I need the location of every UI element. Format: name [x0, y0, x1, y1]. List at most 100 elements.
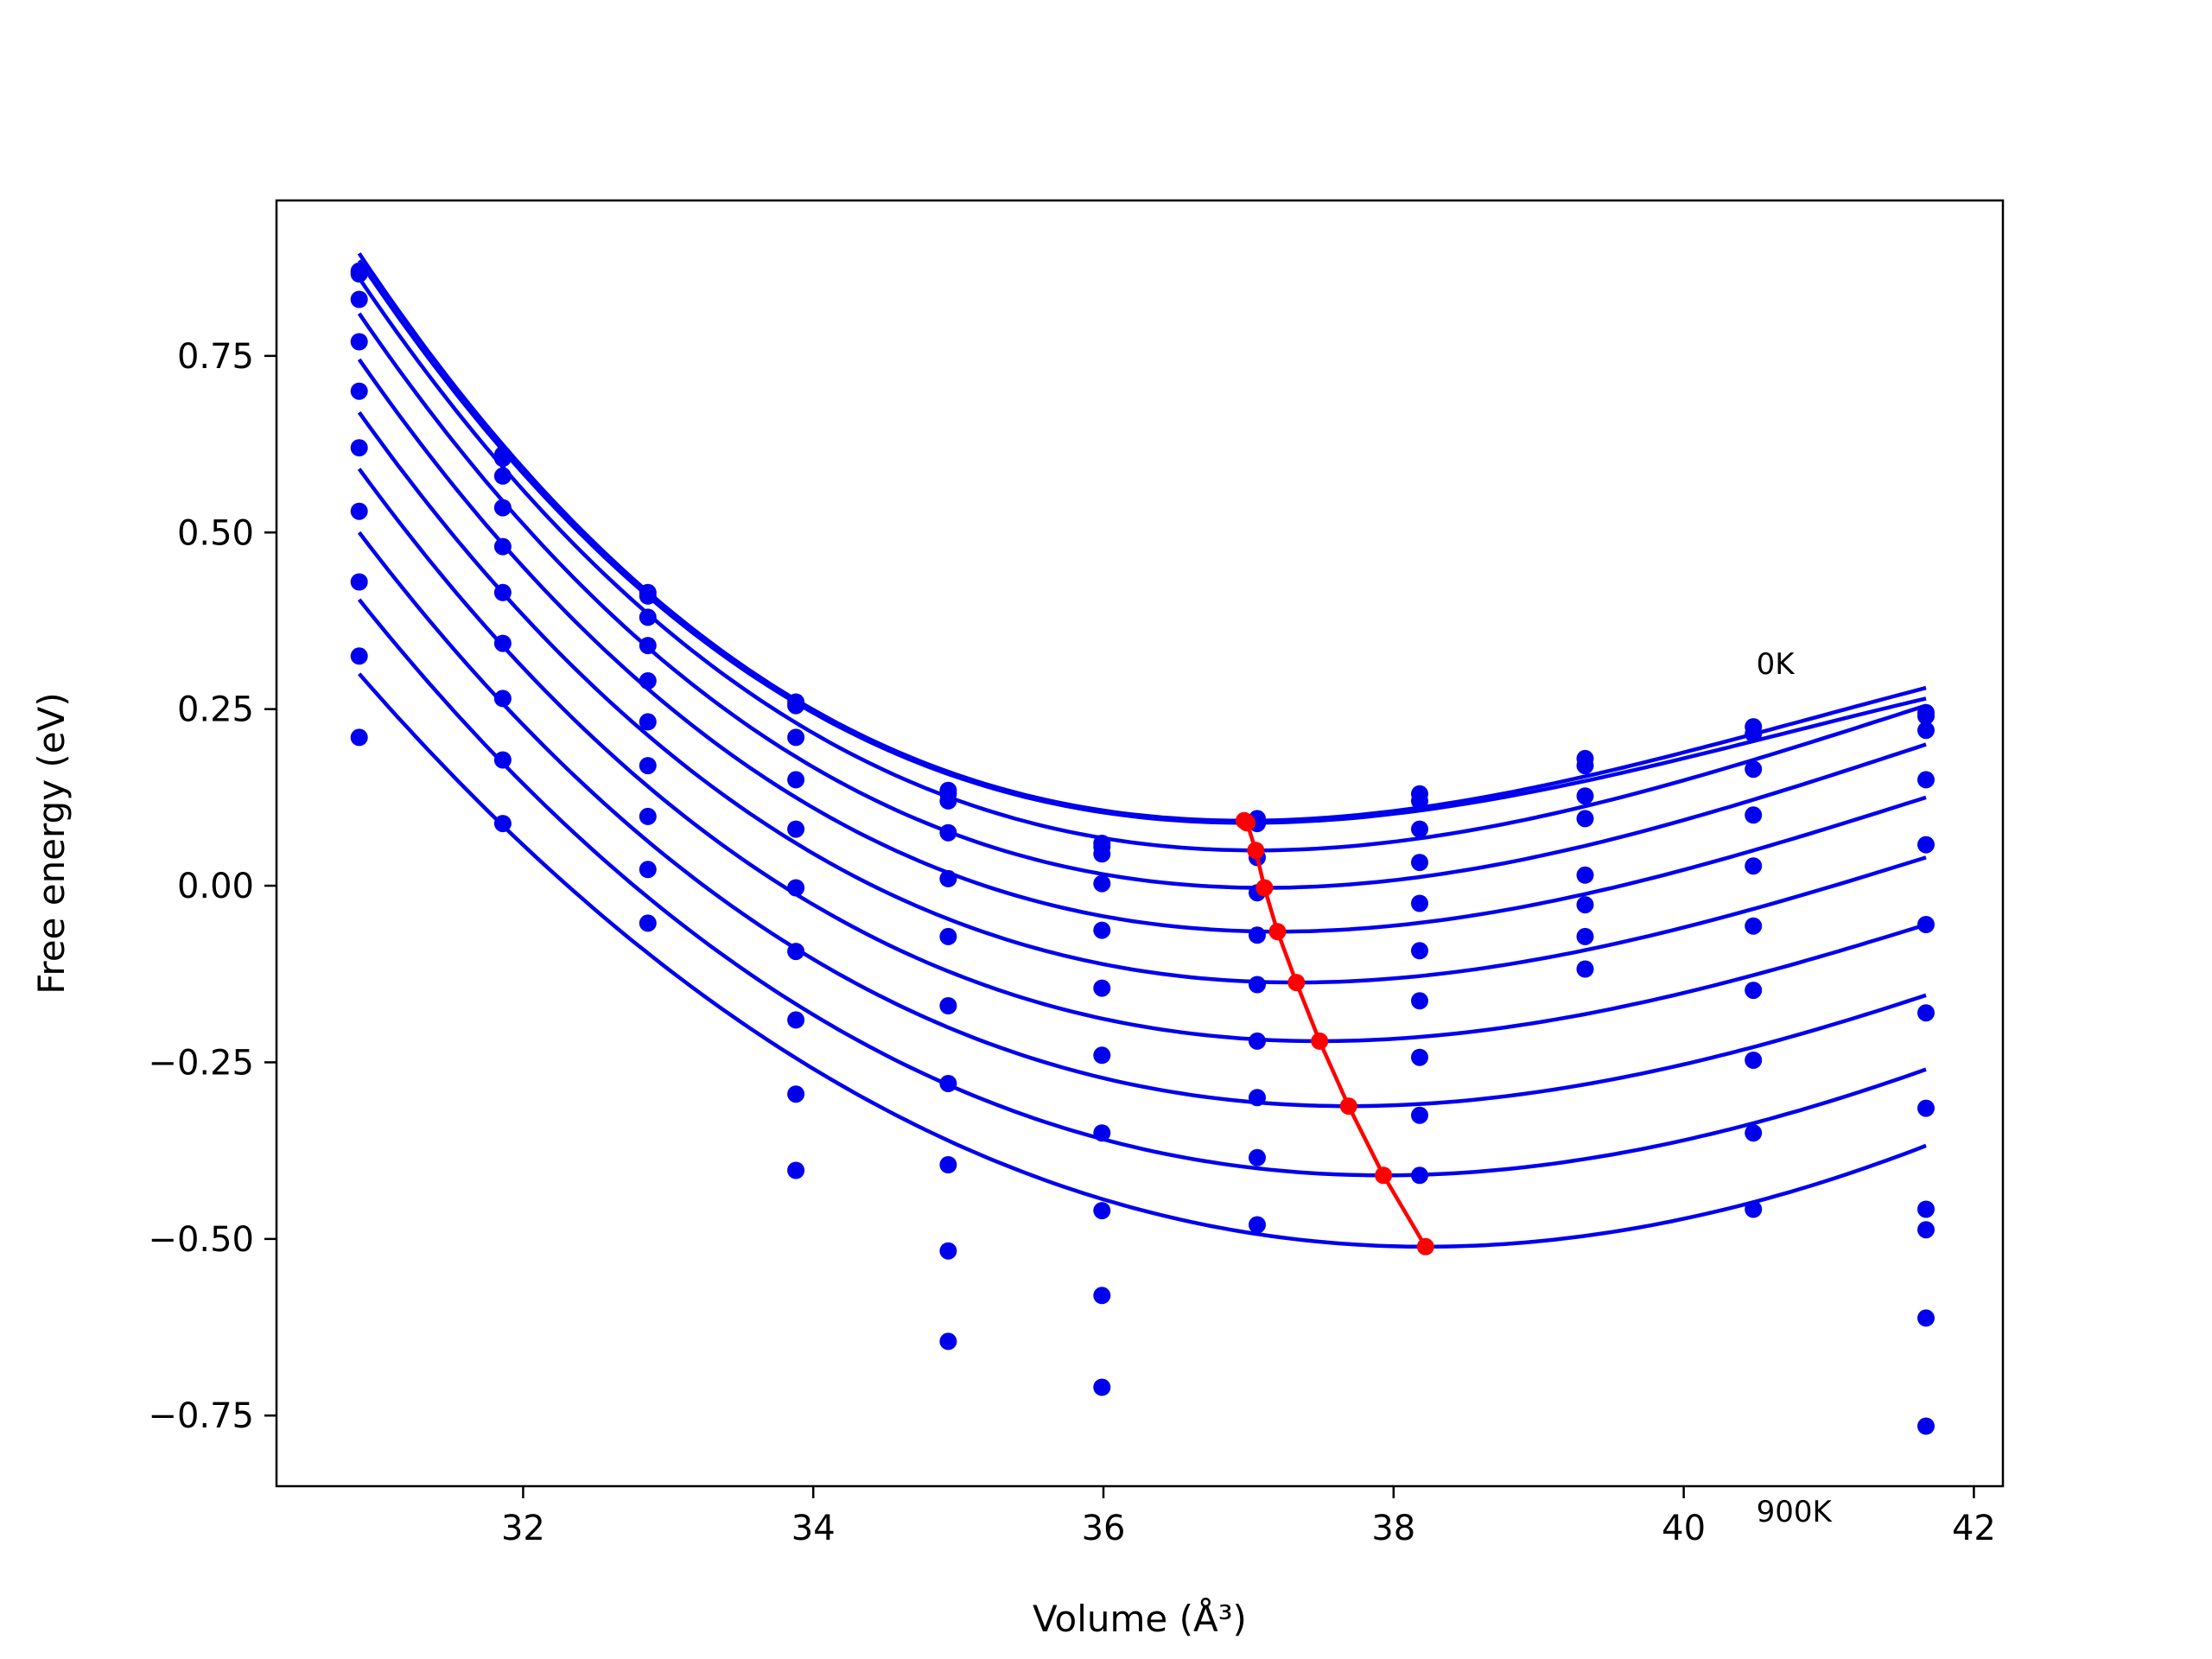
- x-tick-label: 32: [501, 1509, 545, 1548]
- minima-path: [1235, 811, 1434, 1255]
- minimum-point: [1339, 1097, 1357, 1116]
- data-point: [787, 820, 805, 838]
- data-point: [350, 265, 368, 283]
- data-point: [639, 608, 657, 626]
- data-point: [787, 728, 805, 747]
- data-point: [1093, 1046, 1111, 1065]
- data-point: [1411, 894, 1428, 912]
- data-point: [493, 751, 512, 769]
- annotation-label: 900K: [1757, 1495, 1834, 1529]
- minimum-point: [1268, 923, 1287, 941]
- data-point: [1249, 976, 1266, 994]
- data-point: [1093, 874, 1111, 893]
- data-point: [1917, 1004, 1935, 1022]
- x-tick-label: 36: [1082, 1509, 1126, 1548]
- fit-curve-600K: [357, 467, 1927, 1044]
- data-point: [1917, 721, 1935, 740]
- data-point: [939, 997, 957, 1014]
- data-point: [1917, 1200, 1935, 1218]
- data-point: [639, 861, 657, 879]
- y-tick-label: −0.75: [148, 1396, 254, 1436]
- data-point: [350, 439, 368, 457]
- fit-curve-0K: [357, 252, 1927, 823]
- data-point: [939, 1156, 957, 1173]
- data-point: [493, 815, 512, 833]
- y-tick-label: 0.50: [177, 513, 254, 553]
- data-point: [1249, 1148, 1266, 1166]
- minimum-point: [1311, 1032, 1329, 1050]
- x-axis-title: Volume (Å³): [1033, 1597, 1247, 1640]
- data-point: [1745, 857, 1763, 875]
- y-axis-title: Free energy (eV): [30, 692, 73, 995]
- minimum-point: [1238, 814, 1256, 832]
- minimum-point: [1247, 842, 1265, 860]
- data-point: [1917, 1221, 1935, 1239]
- data-point: [1411, 1166, 1428, 1185]
- data-point: [787, 771, 805, 789]
- minimum-point: [1416, 1237, 1434, 1255]
- x-tick-label: 42: [1952, 1509, 1996, 1548]
- data-point: [1411, 1106, 1428, 1124]
- data-point: [350, 728, 368, 747]
- y-tick-label: 0.75: [177, 337, 254, 377]
- data-point: [787, 1011, 805, 1029]
- fit-curve-100K: [357, 259, 1927, 825]
- data-point: [1411, 791, 1428, 810]
- data-point: [493, 467, 512, 485]
- data-point: [1093, 1287, 1111, 1305]
- data-point: [939, 1242, 957, 1260]
- data-point: [1576, 757, 1594, 775]
- data-point: [939, 927, 957, 945]
- data-point: [1576, 927, 1594, 945]
- data-point: [350, 290, 368, 308]
- data-point: [350, 647, 368, 665]
- fit-curve-400K: [357, 358, 1927, 934]
- annotations: 0K 900K: [1757, 647, 1834, 1529]
- data-point: [639, 587, 657, 605]
- data-point: [1093, 1124, 1111, 1142]
- fit-curve-700K: [357, 531, 1927, 1109]
- data-point: [1249, 926, 1266, 944]
- y-tick-label: −0.50: [148, 1220, 254, 1260]
- data-point: [639, 713, 657, 731]
- fit-curve-300K: [357, 312, 1927, 890]
- data-point: [1745, 917, 1763, 935]
- data-point: [350, 502, 368, 520]
- data-point: [493, 583, 512, 601]
- data-point: [1249, 1032, 1266, 1050]
- data-point: [493, 690, 512, 708]
- data-point: [1576, 866, 1594, 884]
- data-point: [1093, 1202, 1111, 1220]
- data-point: [1576, 960, 1594, 978]
- data-point: [1917, 836, 1935, 854]
- y-axis-ticks: −0.75 −0.50 −0.25 0.00 0.25 0.50 0.75: [148, 337, 276, 1436]
- data-point: [1411, 820, 1428, 838]
- data-point: [493, 499, 512, 517]
- annotation-label: 0K: [1757, 647, 1796, 682]
- data-point: [1745, 982, 1763, 1000]
- data-point: [939, 1075, 957, 1092]
- fit-curve-900K: [358, 672, 1927, 1249]
- data-point: [1411, 992, 1428, 1010]
- data-point: [787, 1161, 805, 1179]
- fit-curve-200K: [357, 276, 1927, 853]
- data-point: [1745, 760, 1763, 779]
- data-point: [787, 879, 805, 897]
- data-point: [1745, 1200, 1763, 1218]
- data-point: [1093, 979, 1111, 997]
- data-point: [1249, 1089, 1266, 1107]
- data-point: [1917, 1309, 1935, 1327]
- data-point: [350, 333, 368, 351]
- data-point: [1917, 1417, 1935, 1435]
- y-tick-label: −0.25: [148, 1043, 254, 1083]
- data-point: [1917, 1099, 1935, 1117]
- data-point: [639, 914, 657, 932]
- minimum-point: [1375, 1166, 1393, 1185]
- data-point: [639, 637, 657, 655]
- data-point: [639, 757, 657, 775]
- fit-curve-500K: [357, 410, 1927, 985]
- data-point: [1576, 787, 1594, 805]
- data-point: [639, 807, 657, 825]
- data-point: [1249, 1216, 1266, 1234]
